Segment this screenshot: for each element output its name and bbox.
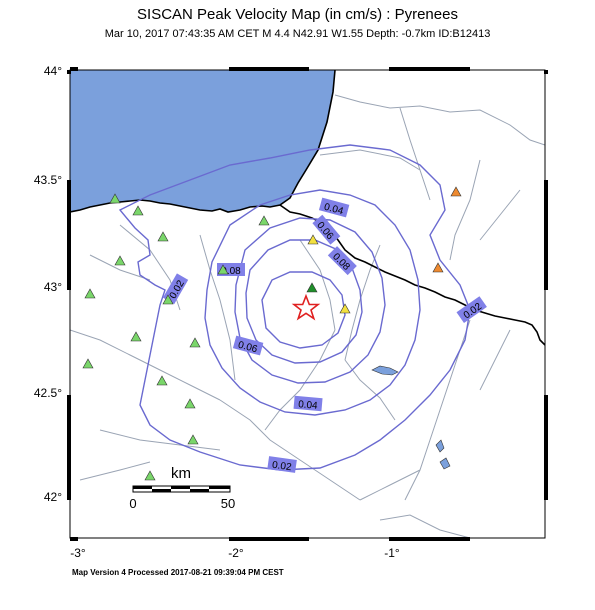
epicenter-star-icon — [291, 293, 321, 321]
svg-text:0.06: 0.06 — [237, 340, 259, 356]
scale-bar-end: 50 — [221, 496, 235, 511]
longitude-ticks: -3° -2° -1° — [70, 546, 400, 560]
rivers — [70, 94, 545, 538]
scale-bar-unit: km — [171, 465, 191, 482]
station-triangle-icon — [307, 234, 319, 245]
station-triangle-icon — [187, 434, 199, 445]
contour-label: 0.02 — [267, 456, 297, 474]
frame-ticks — [67, 67, 548, 541]
svg-text:0.02: 0.02 — [271, 460, 292, 474]
latitude-tick-label: 42.5° — [34, 386, 62, 400]
station-triangle-icon — [162, 294, 174, 305]
longitude-tick-label: -1° — [384, 546, 400, 560]
station-triangle-icon — [132, 205, 144, 216]
station-triangle-icon — [258, 215, 270, 226]
reservoirs — [371, 365, 451, 470]
station-triangle-icon — [84, 288, 96, 299]
contour-label: 0.04 — [293, 395, 323, 412]
station-triangle-icon — [157, 231, 169, 242]
station-triangle-icon — [189, 337, 201, 348]
contour-label: 0.06 — [232, 335, 264, 356]
longitude-tick-label: -2° — [228, 546, 244, 560]
latitude-tick-label: 44° — [44, 64, 62, 78]
station-triangle-icon — [156, 375, 168, 386]
station-triangle-icon — [339, 303, 351, 314]
latitude-tick-label: 42° — [44, 490, 62, 504]
station-triangle-icon — [109, 193, 121, 204]
map-title: SISCAN Peak Velocity Map (in cm/s) : Pyr… — [137, 6, 458, 23]
latitude-tick-label: 43° — [44, 280, 62, 294]
station-triangle-icon — [432, 262, 444, 273]
station-triangle-icon — [184, 398, 196, 409]
map-footer: Map Version 4 Processed 2017-08-21 09:39… — [72, 568, 284, 577]
station-triangle-icon — [130, 331, 142, 342]
map-subtitle: Mar 10, 2017 07:43:35 AM CET M 4.4 N42.9… — [104, 28, 491, 40]
station-triangle-icon — [217, 264, 229, 275]
station-triangle-icon — [114, 255, 126, 266]
longitude-tick-label: -3° — [70, 546, 86, 560]
station-triangle-icon — [82, 358, 94, 369]
stations — [82, 186, 462, 481]
svg-text:0.04: 0.04 — [323, 202, 345, 218]
svg-text:0.08: 0.08 — [221, 266, 241, 277]
svg-text:0.04: 0.04 — [298, 399, 319, 412]
sea-area — [70, 70, 335, 212]
contour-label: 0.04 — [318, 197, 350, 218]
latitude-ticks: 44° 43.5° 43° 42.5° 42° — [34, 64, 62, 504]
station-triangle-icon — [306, 282, 318, 293]
station-triangle-icon — [450, 186, 462, 197]
scale-bar: km 0 50 — [129, 465, 235, 511]
station-triangle-icon — [144, 470, 156, 481]
scale-bar-start: 0 — [129, 496, 136, 511]
latitude-tick-label: 43.5° — [34, 173, 62, 187]
